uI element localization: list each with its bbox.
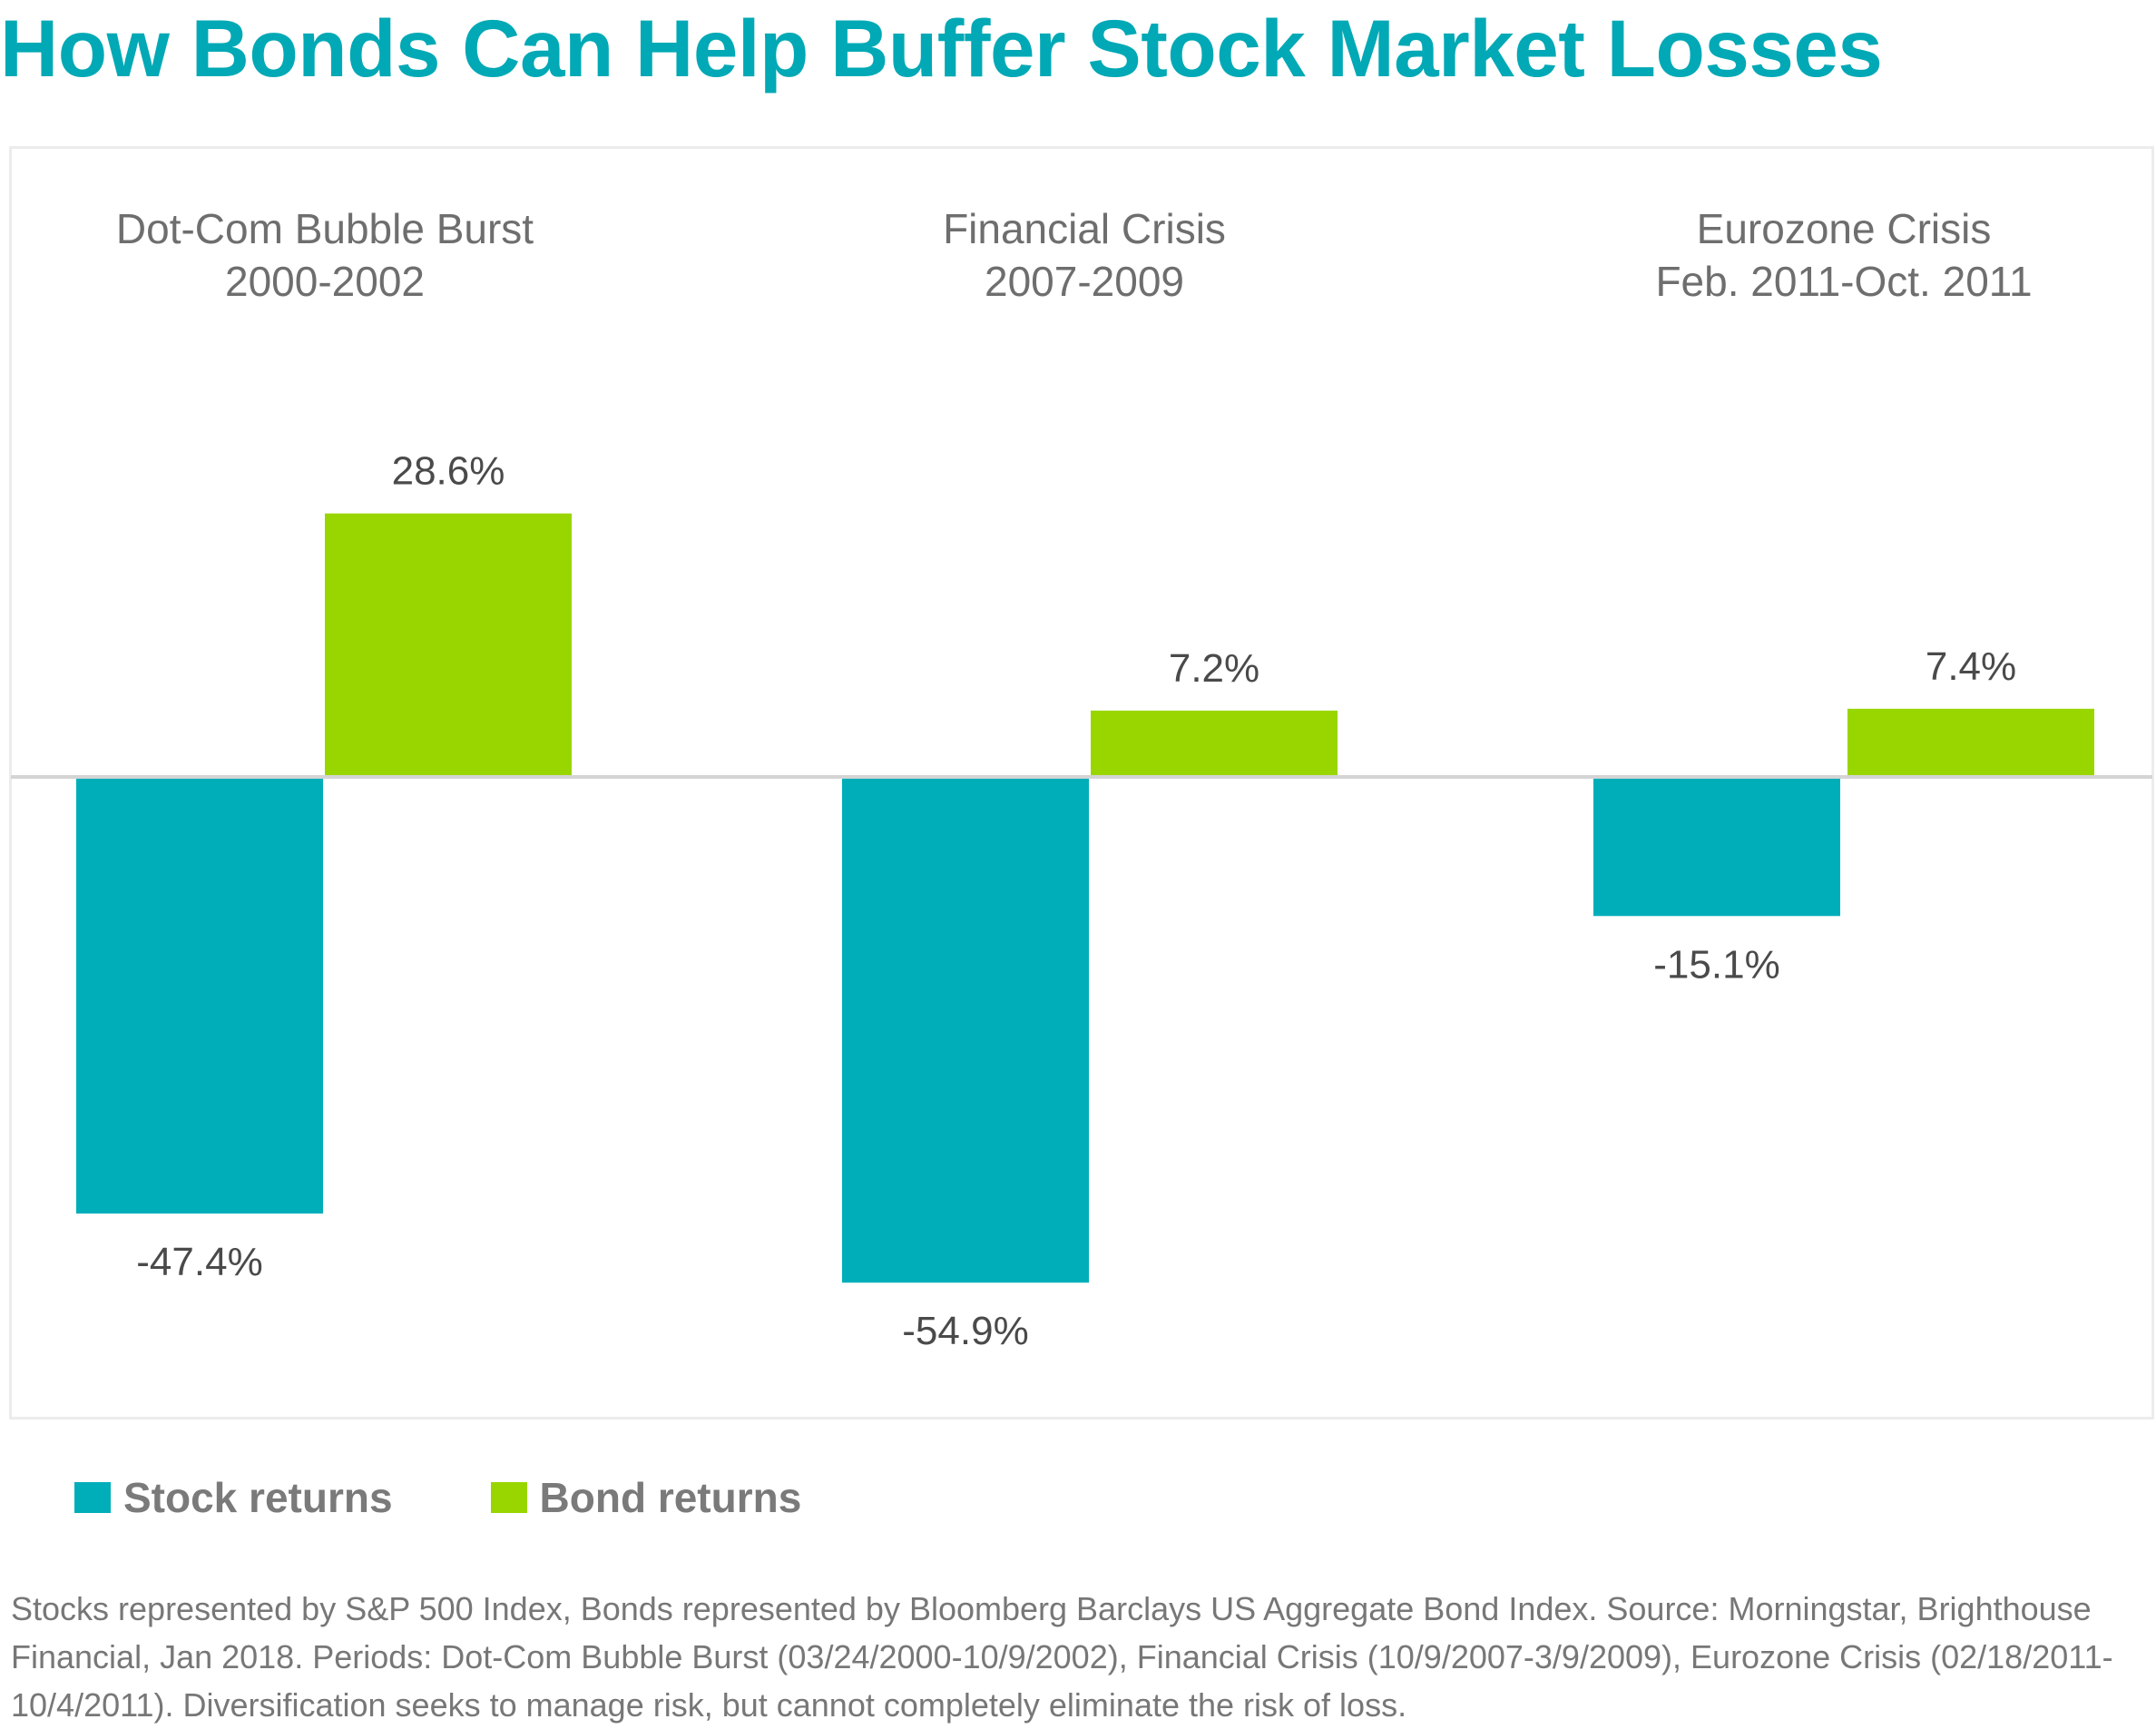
bond-return-bar (325, 513, 572, 777)
legend-swatch-stock (74, 1482, 111, 1513)
legend-label-stock: Stock returns (123, 1474, 393, 1521)
stock-return-label: -15.1% (1653, 942, 1779, 987)
source-footnote: Stocks represented by S&P 500 Index, Bon… (11, 1590, 2113, 1724)
category-label: Eurozone Crisis (1697, 205, 1992, 252)
category-label: Dot-Com Bubble Burst (116, 205, 534, 252)
stock-return-label: -47.4% (136, 1240, 262, 1284)
category-label: 2000-2002 (225, 258, 425, 305)
legend-item-stock: Stock returns (74, 1473, 393, 1522)
bond-return-label: 7.2% (1169, 646, 1259, 691)
legend-swatch-bond (490, 1482, 527, 1513)
chart-legend: Stock returns Bond returns (74, 1472, 899, 1523)
stock-return-bar (842, 777, 1089, 1283)
bond-return-bar (1091, 710, 1338, 777)
category-label: 2007-2009 (985, 258, 1184, 305)
category-label: Feb. 2011-Oct. 2011 (1655, 258, 2032, 305)
category-label: Financial Crisis (943, 205, 1226, 252)
bond-return-label: 7.4% (1926, 644, 2016, 689)
stock-return-bar (1593, 777, 1840, 917)
legend-label-bond: Bond returns (539, 1474, 802, 1521)
stock-return-label: -54.9% (902, 1309, 1028, 1353)
legend-item-bond: Bond returns (490, 1473, 802, 1522)
bond-return-label: 28.6% (392, 449, 505, 494)
bond-return-bar (1847, 708, 2094, 777)
stock-return-bar (76, 777, 323, 1214)
chart-title: How Bonds Can Help Buffer Stock Market L… (0, 3, 1883, 93)
